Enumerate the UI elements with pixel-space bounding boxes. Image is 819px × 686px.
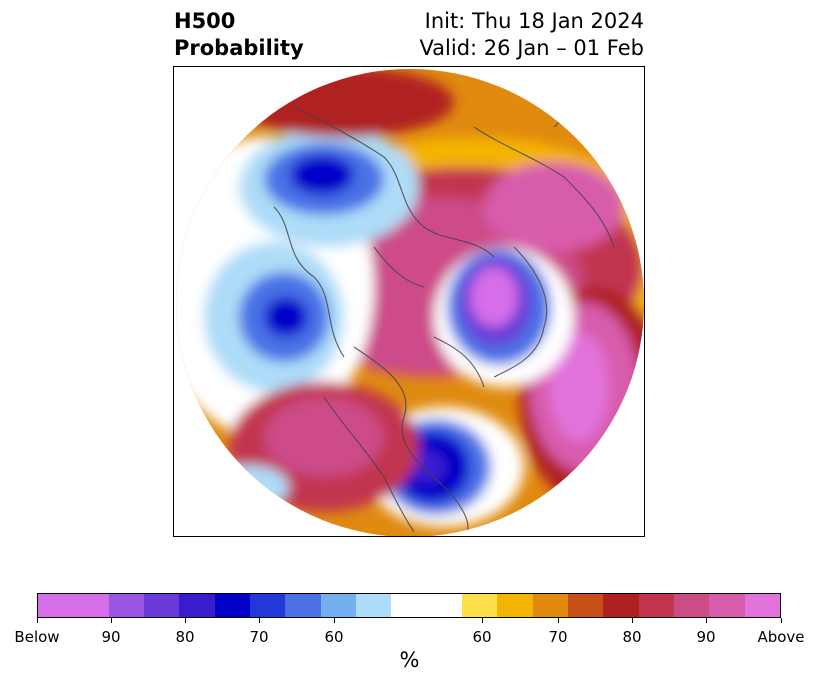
colorbar-segment [567, 594, 604, 617]
colorbar-tick-label: Below [14, 628, 60, 646]
colorbar-segment [603, 594, 639, 617]
valid-range: Valid: 26 Jan – 01 Feb [419, 36, 644, 60]
colorbar-segment [38, 594, 109, 617]
colorbar-segment [355, 594, 392, 617]
title-line-1: H500 [174, 9, 236, 33]
colorbar-segment [108, 594, 144, 617]
colorbar-tick-label: 90 [101, 628, 121, 646]
colorbar-segment [461, 594, 498, 617]
init-date: Init: Thu 18 Jan 2024 [424, 9, 644, 33]
title-line-2: Probability [174, 36, 304, 60]
colorbar-tick-mark [631, 618, 633, 623]
colorbar-tick-mark [36, 618, 38, 623]
colorbar-tick-label: 60 [324, 628, 344, 646]
colorbar-tick-mark [780, 618, 782, 623]
map-dates: Init: Thu 18 Jan 2024 Valid: 26 Jan – 01… [419, 8, 644, 62]
colorbar-tick-label: 70 [249, 628, 269, 646]
polar-map-graphic [176, 69, 644, 536]
colorbar-tick-mark [333, 618, 335, 623]
colorbar-tick-label: 60 [472, 628, 492, 646]
colorbar-segment [744, 594, 780, 617]
colorbar-tick-label: 80 [175, 628, 195, 646]
probability-map [173, 66, 645, 537]
colorbar-tick-mark [557, 618, 559, 623]
colorbar-segment [673, 594, 710, 617]
colorbar-segment [214, 594, 250, 617]
colorbar-tick-label: Above [757, 628, 805, 646]
colorbar-tick-mark [258, 618, 260, 623]
colorbar-segment [638, 594, 674, 617]
colorbar-segment [320, 594, 356, 617]
colorbar-segment [532, 594, 568, 617]
colorbar-tick-label: 80 [622, 628, 642, 646]
colorbar-tick-label: 70 [548, 628, 568, 646]
colorbar-segment [709, 594, 745, 617]
colorbar-tick-mark [705, 618, 707, 623]
colorbar-tick-mark [110, 618, 112, 623]
colorbar-unit-label: % [399, 648, 420, 672]
colorbar-segment [144, 594, 180, 617]
colorbar-tick-mark [481, 618, 483, 623]
colorbar-segment [249, 594, 286, 617]
colorbar-segment [285, 594, 321, 617]
colorbar-tick-mark [184, 618, 186, 623]
colorbar-segment [497, 594, 533, 617]
map-title: H500 Probability [174, 8, 304, 62]
colorbar [37, 593, 781, 618]
colorbar-segment [391, 594, 462, 617]
colorbar-segment [179, 594, 215, 617]
colorbar-tick-label: 90 [696, 628, 716, 646]
